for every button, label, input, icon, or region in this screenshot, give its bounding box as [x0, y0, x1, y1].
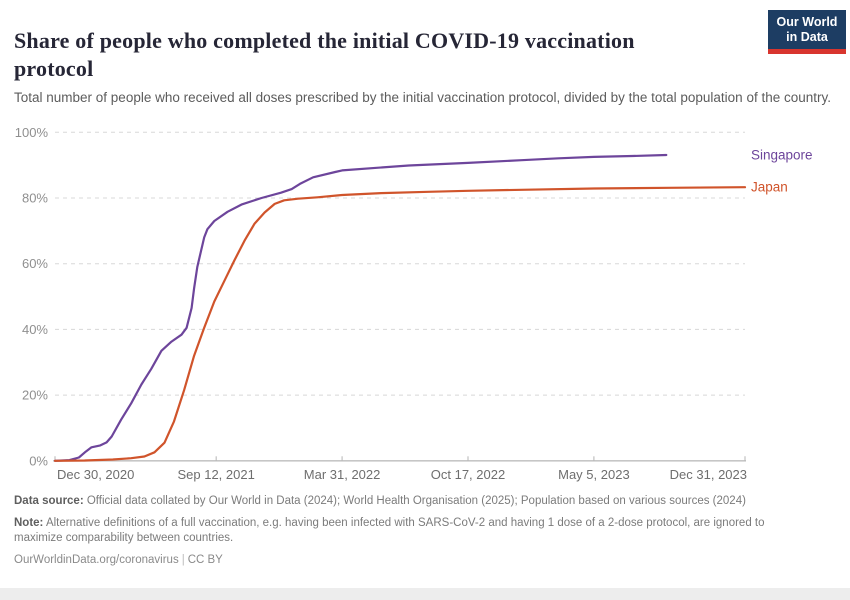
owid-logo-line1: Our World: [776, 15, 838, 29]
y-tick-label-60: 60%: [22, 256, 48, 271]
owid-url: OurWorldinData.org/coronavirus: [14, 553, 179, 566]
series-line-singapore: [53, 153, 668, 462]
chart-subtitle: Total number of people who received all …: [14, 89, 831, 105]
chart-footer: Data source: Official data collated by O…: [14, 494, 808, 574]
x-tick-label-5: Dec 31, 2023: [670, 467, 747, 482]
y-tick-label-0: 0%: [29, 453, 48, 468]
license-line: OurWorldinData.org/coronavirus | CC BY: [14, 553, 808, 569]
owid-logo: Our World in Data: [768, 10, 846, 54]
bottom-strip: [0, 588, 850, 600]
x-tick-label-3: Oct 17, 2022: [431, 467, 505, 482]
y-tick-label-40: 40%: [22, 322, 48, 337]
page-title: Share of people who completed the initia…: [14, 27, 635, 81]
license-label: CC BY: [187, 553, 223, 566]
owid-logo-line2: in Data: [786, 30, 828, 44]
note-label: Note:: [14, 516, 44, 529]
y-tick-label-80: 80%: [22, 191, 48, 206]
x-tick-label-4: May 5, 2023: [558, 467, 630, 482]
data-source-line: Data source: Official data collated by O…: [14, 494, 808, 510]
x-tick-label-2: Mar 31, 2022: [304, 467, 381, 482]
note-text: Alternative definitions of a full vaccin…: [14, 516, 765, 545]
legend-label-japan: Japan: [751, 180, 788, 195]
data-source-text: Official data collated by Our World in D…: [83, 495, 746, 507]
legend-label-singapore: Singapore: [751, 147, 813, 162]
x-tick-label-0: Dec 30, 2020: [57, 467, 134, 482]
series-line-japan: [53, 186, 747, 462]
note-line: Note: Alternative definitions of a full …: [14, 516, 808, 547]
y-tick-label-20: 20%: [22, 388, 48, 403]
y-tick-label-100: 100%: [15, 125, 49, 140]
x-tick-label-1: Sep 12, 2021: [177, 467, 254, 482]
separator: |: [181, 553, 185, 566]
data-source-label: Data source:: [14, 495, 84, 507]
